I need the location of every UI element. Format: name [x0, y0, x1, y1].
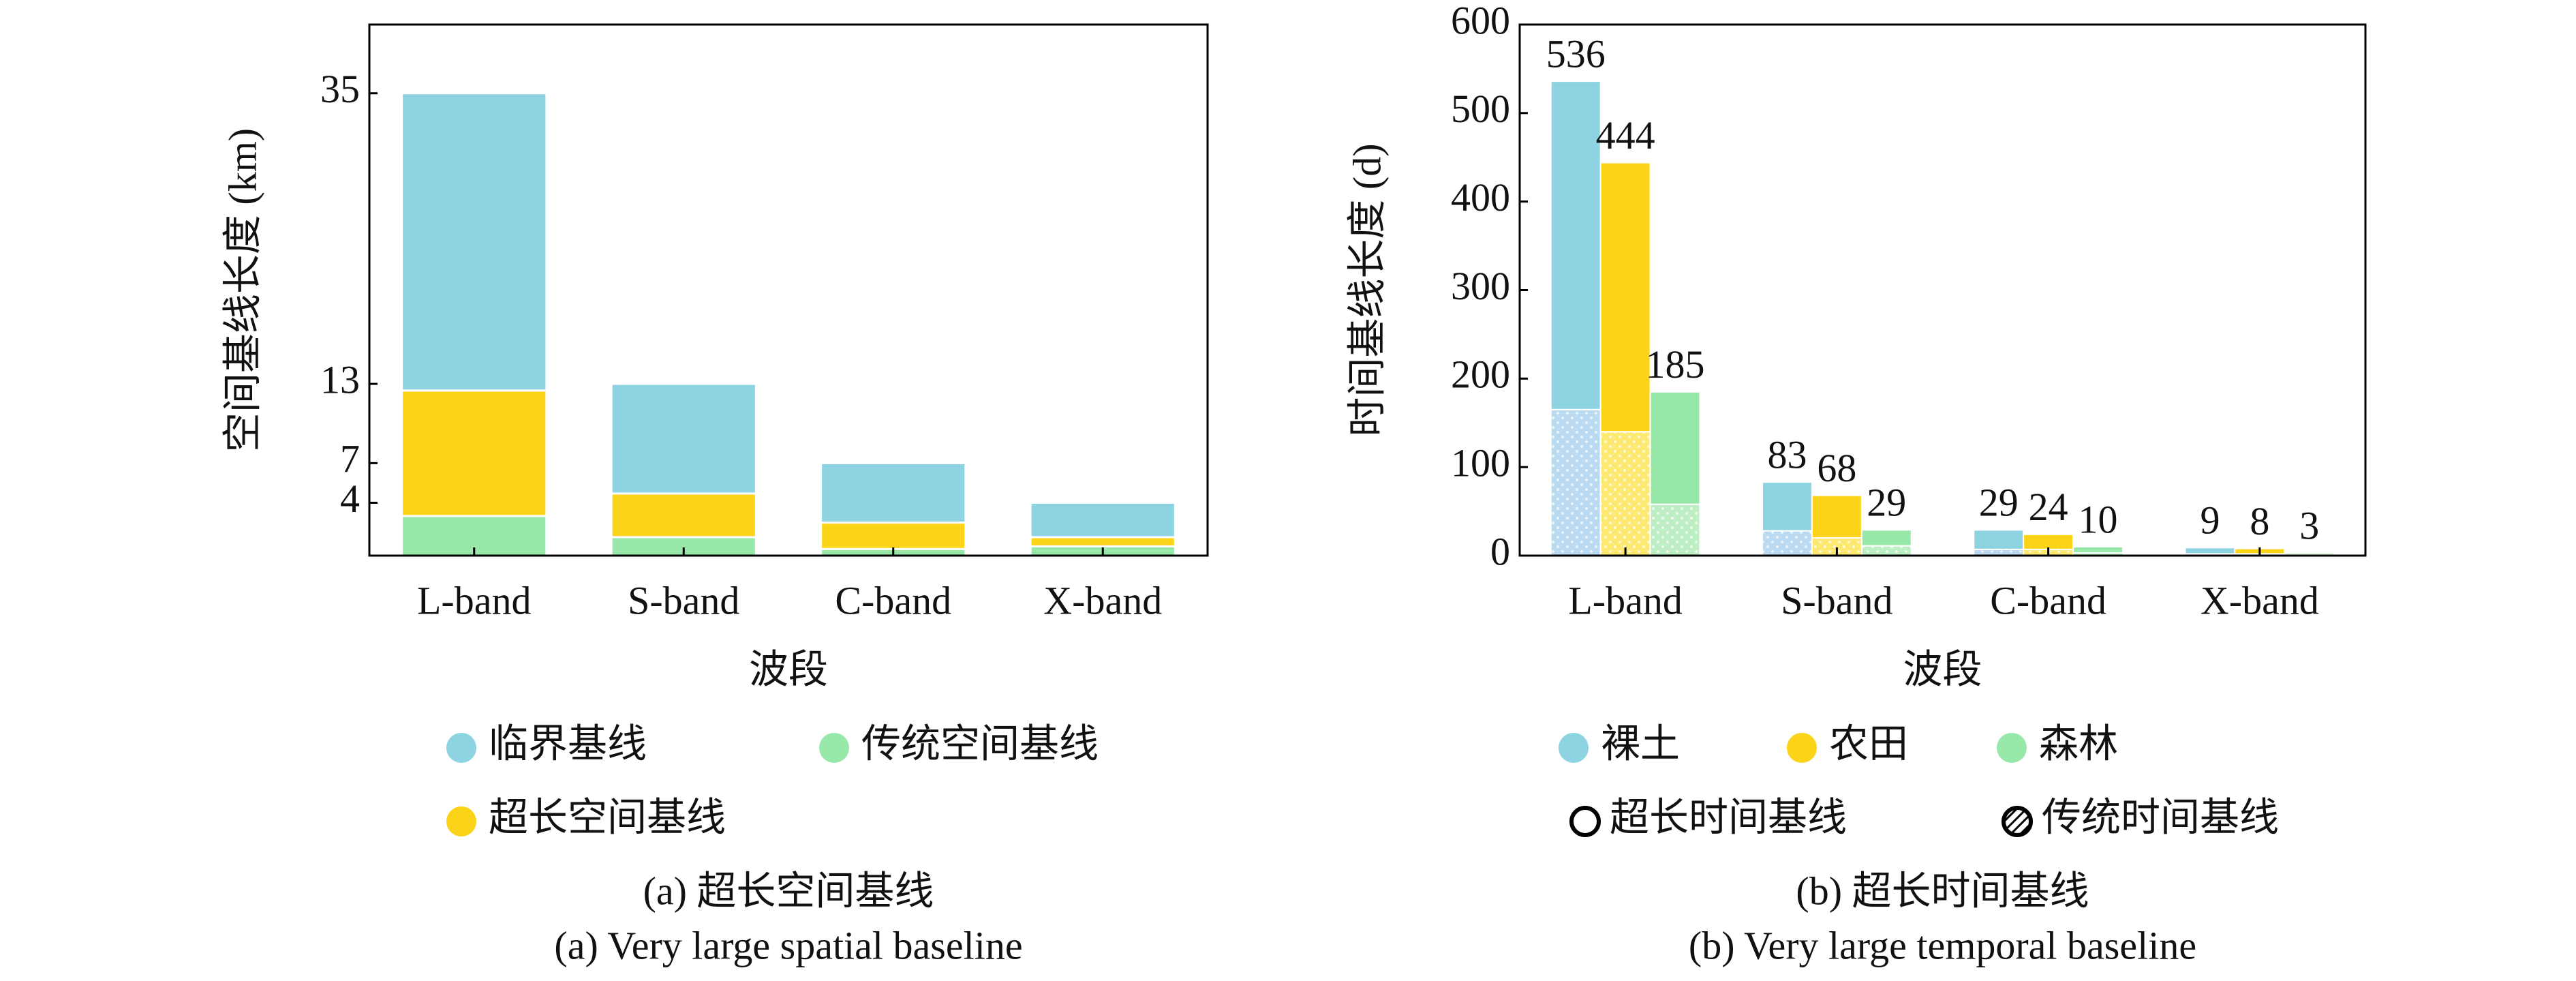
x-tick-label: L-band	[417, 578, 532, 622]
legend-label: 农田	[1829, 721, 1908, 766]
x-tick-label: X-band	[2201, 578, 2319, 622]
bar-segment	[1029, 536, 1176, 547]
data-label: 68	[1817, 446, 1856, 490]
bar-very-large	[1550, 80, 1601, 410]
bar-very-large	[1599, 162, 1651, 433]
data-label: 83	[1767, 433, 1807, 477]
legend-marker	[1559, 733, 1589, 763]
caption-en: (b) Very large temporal baseline	[1689, 923, 2196, 967]
legend-label: 裸土	[1601, 721, 1680, 766]
data-label: 185	[1646, 342, 1705, 387]
legend-marker	[1787, 733, 1817, 763]
bar-segment	[401, 389, 548, 517]
bar-very-large	[1649, 391, 1701, 505]
bar-segment	[820, 522, 967, 550]
data-label: 3	[2299, 503, 2319, 547]
y-tick-label: 13	[320, 357, 360, 402]
legend-marker	[446, 733, 476, 763]
legend-label: 超长时间基线	[1610, 795, 1847, 839]
bar-hatch	[1861, 545, 1912, 556]
bar-very-large	[2284, 552, 2335, 556]
legend-label: 传统时间基线	[2042, 795, 2279, 839]
y-tick-label: 0	[1490, 529, 1510, 573]
bar-segment	[610, 382, 757, 495]
bar-hatch	[1600, 432, 1651, 556]
bar-hatch	[1762, 530, 1812, 556]
data-label: 24	[2029, 485, 2068, 529]
data-label: 10	[2079, 497, 2118, 541]
y-tick-label: 7	[340, 437, 360, 481]
bar-segment	[401, 92, 548, 392]
bar-very-large	[1762, 481, 1813, 532]
y-tick-label: 600	[1451, 0, 1510, 42]
data-label: 444	[1596, 113, 1655, 157]
bar-very-large	[1860, 529, 1912, 547]
plot-frame	[368, 23, 1209, 557]
bar-segment	[610, 492, 757, 539]
x-tick-label: S-band	[1781, 578, 1892, 622]
data-label: 8	[2250, 499, 2269, 543]
bar-very-large	[2184, 547, 2236, 555]
data-label: 9	[2200, 498, 2220, 543]
legend-label: 传统空间基线	[861, 721, 1099, 766]
x-tick-label: C-band	[835, 578, 951, 622]
caption-en: (a) Very large spatial baseline	[554, 923, 1022, 967]
y-tick-label: 200	[1451, 352, 1510, 397]
x-tick-label: C-band	[1990, 578, 2106, 622]
caption: (a) 超长空间基线	[643, 869, 934, 913]
bar-hatch	[1550, 409, 1601, 556]
x-tick-label: S-band	[628, 578, 739, 622]
bar-very-large	[2072, 546, 2123, 554]
legend-label: 森林	[2039, 721, 2118, 766]
legend-marker	[1569, 806, 1601, 837]
legend-marker	[2002, 806, 2033, 837]
y-tick-label: 4	[340, 477, 360, 521]
bar-hatch	[2073, 553, 2123, 556]
y-tick-label: 35	[320, 67, 360, 111]
legend-marker	[1997, 733, 2027, 763]
bar-segment	[1029, 501, 1176, 539]
y-tick-label: 300	[1451, 264, 1510, 308]
legend-marker	[819, 733, 849, 763]
y-axis-label: 时间基线长度 (d)	[1345, 143, 1389, 436]
bar-very-large	[2023, 533, 2074, 550]
x-axis-label: 波段	[749, 647, 828, 691]
caption: (b) 超长时间基线	[1796, 869, 2089, 913]
data-label: 29	[1867, 481, 1906, 525]
y-tick-label: 100	[1451, 440, 1510, 485]
y-axis-label: 空间基线长度 (km)	[220, 128, 264, 452]
legend-marker	[446, 806, 476, 836]
data-label: 536	[1546, 31, 1606, 76]
x-tick-label: L-band	[1568, 578, 1683, 622]
y-tick-label: 500	[1451, 87, 1510, 131]
data-label: 29	[1979, 481, 2019, 525]
bar-very-large	[1973, 529, 2025, 550]
x-tick-label: X-band	[1043, 578, 1162, 622]
bar-hatch	[1650, 504, 1700, 556]
legend-label: 超长空间基线	[489, 795, 726, 839]
bar-segment	[820, 462, 967, 524]
bar-hatch	[1974, 549, 2024, 556]
legend-label: 临界基线	[489, 721, 647, 766]
bar-very-large	[1811, 494, 1862, 539]
y-tick-label: 400	[1451, 175, 1510, 220]
x-axis-label: 波段	[1903, 647, 1982, 691]
